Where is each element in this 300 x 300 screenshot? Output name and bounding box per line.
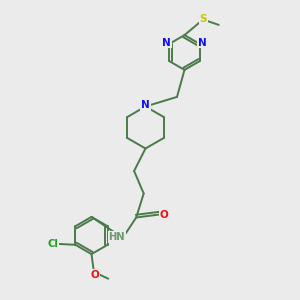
Text: N: N: [141, 100, 150, 110]
Text: S: S: [200, 14, 207, 25]
Text: HN: HN: [108, 232, 125, 242]
Text: N: N: [162, 38, 171, 48]
Text: Cl: Cl: [47, 239, 58, 249]
Text: N: N: [198, 38, 207, 48]
Text: O: O: [90, 270, 99, 280]
Text: O: O: [159, 209, 168, 220]
